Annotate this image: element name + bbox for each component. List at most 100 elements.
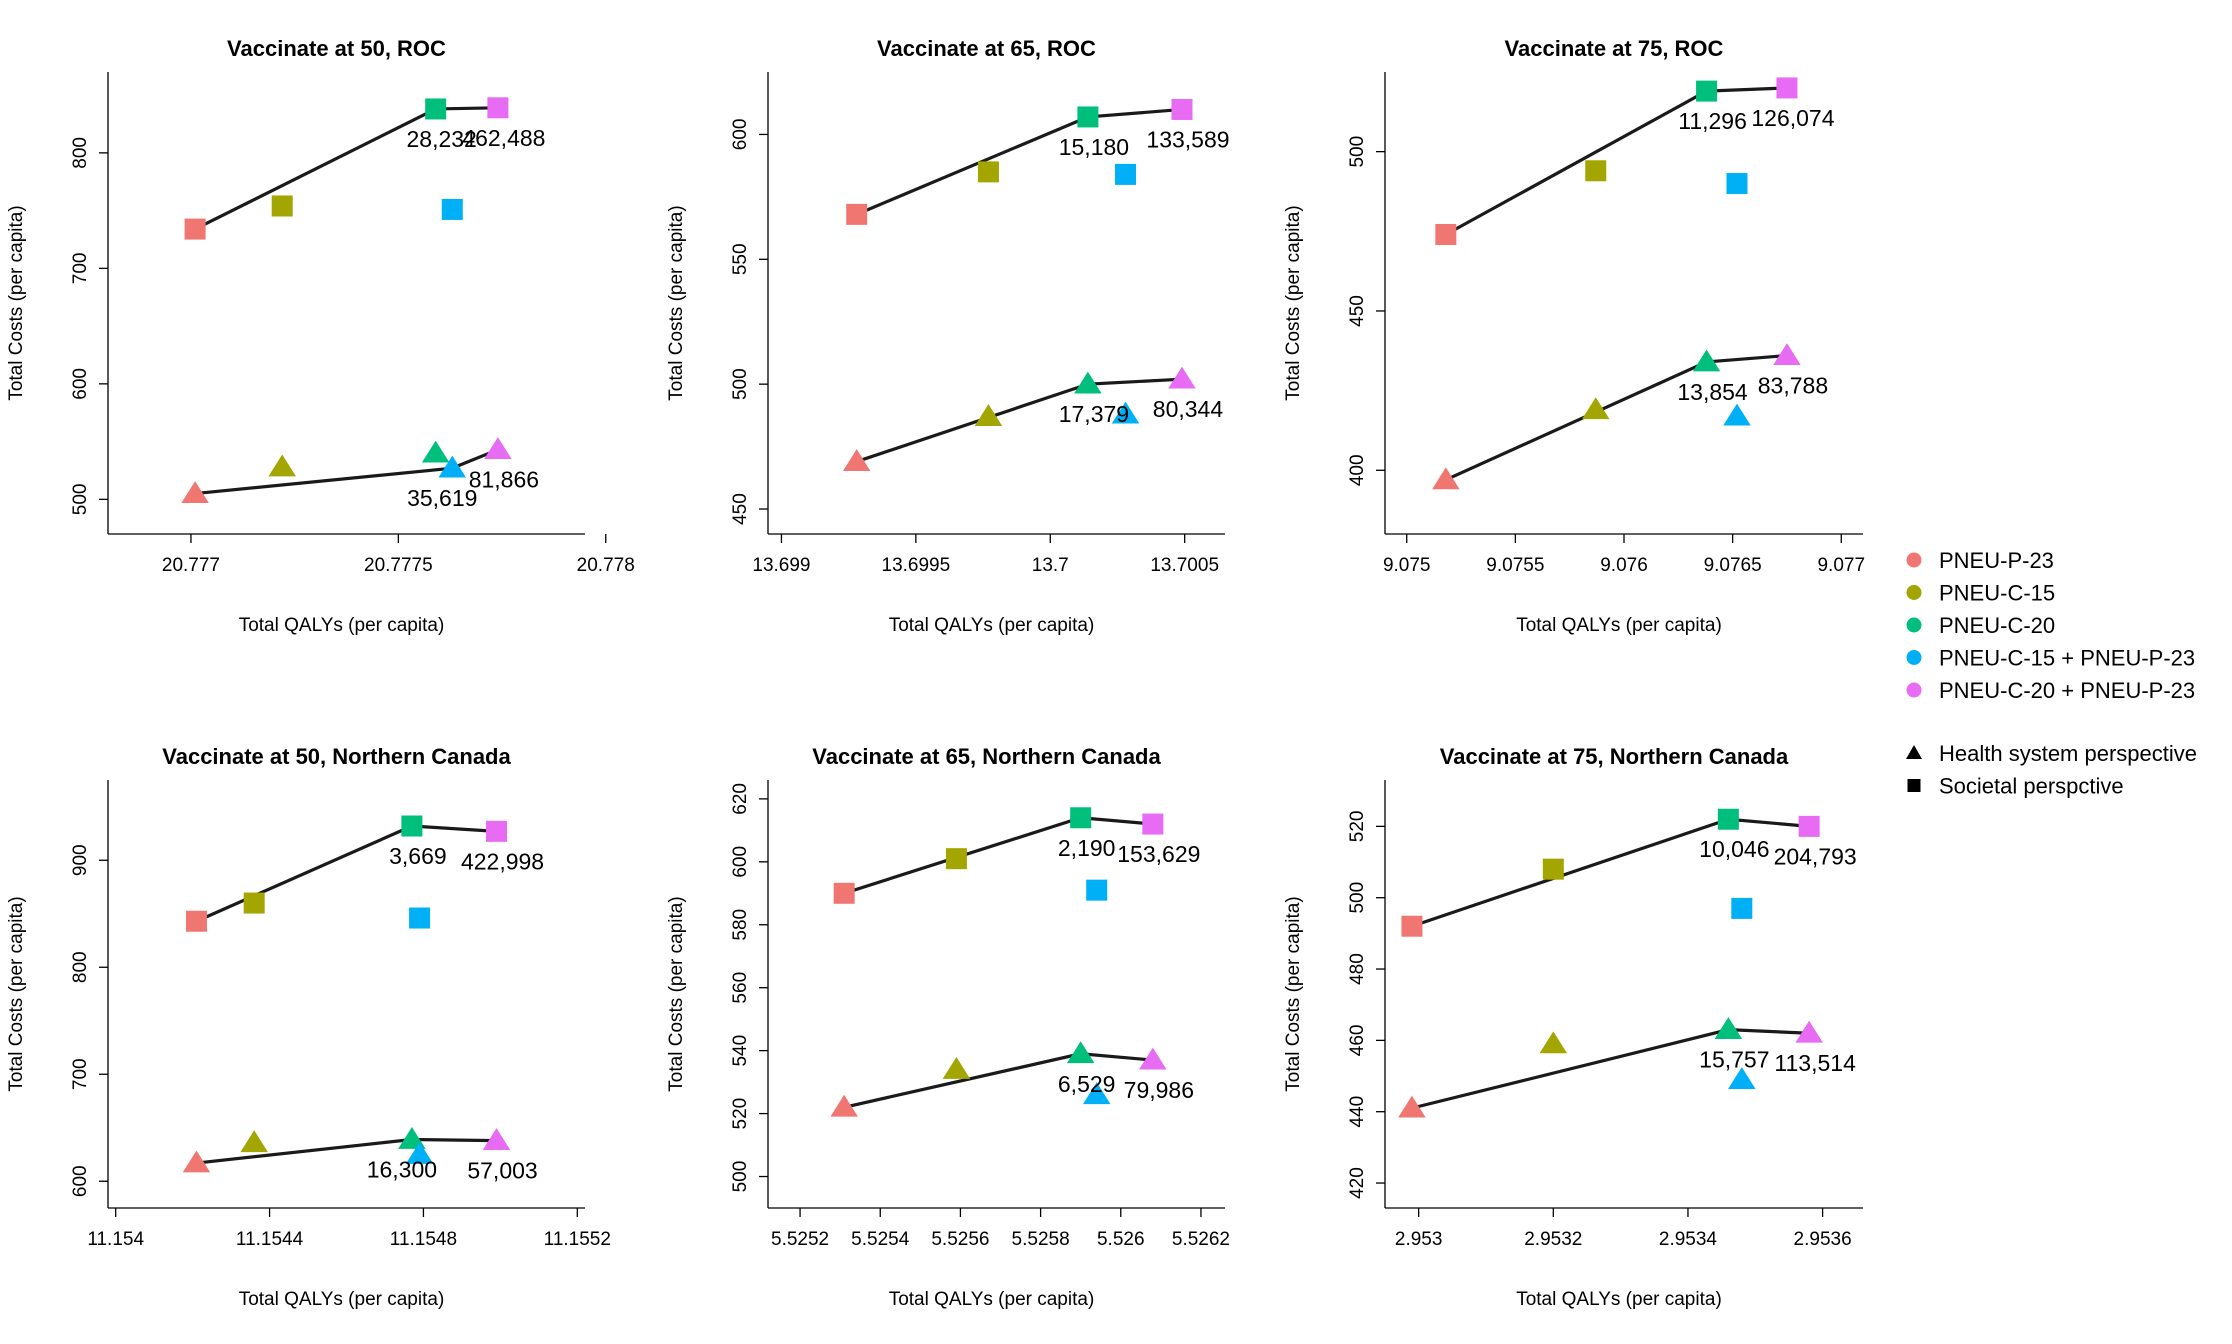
legend-strategy-label: PNEU-P-23 <box>1939 548 2054 573</box>
y-tick-label: 500 <box>1347 136 1368 168</box>
icer-label: 13,854 <box>1677 379 1748 405</box>
y-tick-label: 420 <box>1347 1167 1368 1199</box>
square-point <box>1142 813 1164 835</box>
y-axis-label: Total Costs (per capita) <box>666 205 687 400</box>
x-tick-label: 13.7005 <box>1150 555 1219 576</box>
x-tick-label: 20.777 <box>162 555 220 576</box>
square-point <box>833 882 855 904</box>
square-point <box>1776 77 1798 99</box>
square-point <box>1171 98 1193 120</box>
triangle-point <box>1398 1095 1426 1118</box>
square-point <box>1696 80 1718 102</box>
y-tick-label: 700 <box>70 1058 91 1090</box>
panel-3: Vaccinate at 75, ROC 9.075 9.0755 9.076 9.07… <box>1283 36 1865 636</box>
icer-label: 113,514 <box>1774 1050 1856 1076</box>
x-tick-label: 20.778 <box>577 555 635 576</box>
x-tick-label: 9.075 <box>1383 555 1431 576</box>
square-point <box>1077 106 1099 128</box>
legend-strategy-label: PNEU-C-20 <box>1939 613 2055 638</box>
panel-2: Vaccinate at 65, ROC 13.699 13.6995 13.7 13.… <box>666 36 1230 636</box>
series-health-system: 15,757 113,514 <box>1398 1017 1856 1118</box>
triangle-point <box>842 449 871 471</box>
panel-title: Vaccinate at 65, Northern Canada <box>812 744 1161 769</box>
panel-title: Vaccinate at 50, Northern Canada <box>162 744 511 769</box>
x-tick-label: 2.953 <box>1395 1229 1443 1250</box>
panel-5: Vaccinate at 65, Northern Canada 5.5252 5.… <box>666 744 1230 1310</box>
triangle-point <box>240 1130 268 1153</box>
y-tick-label: 540 <box>730 1035 751 1067</box>
x-tick-label: 13.7 <box>1032 555 1069 576</box>
triangle-point <box>1714 1017 1743 1040</box>
y-tick-label: 580 <box>730 909 751 941</box>
x-axis-label: Total QALYs (per capita) <box>239 1289 445 1310</box>
square-point <box>271 195 293 217</box>
square-point <box>945 848 967 870</box>
x-tick-label: 11.1544 <box>236 1229 304 1250</box>
x-tick-label: 5.5262 <box>1172 1229 1230 1250</box>
legend: PNEU-P-23 PNEU-C-15 PNEU-C-20 PNEU-C-15 + P… <box>1906 548 2197 799</box>
triangle-point <box>974 404 1003 427</box>
series-health-system: 13,854 83,788 <box>1432 343 1828 490</box>
triangle-point <box>1432 467 1460 490</box>
series-health-system: 6,529 79,986 <box>830 1041 1194 1117</box>
x-tick-label: 5.5252 <box>771 1229 829 1250</box>
x-tick-label: 13.6995 <box>882 555 951 576</box>
icer-label: 80,344 <box>1153 396 1224 422</box>
x-tick-label: 9.076 <box>1600 555 1648 576</box>
square-point <box>1115 163 1137 185</box>
triangle-point <box>1692 349 1721 372</box>
panel-4: Vaccinate at 50, Northern Canada 11.154 11… <box>6 744 611 1310</box>
legend-dot <box>1906 585 1922 600</box>
triangle-point <box>182 1150 211 1173</box>
triangle-point <box>1723 403 1751 426</box>
square-point <box>441 198 463 220</box>
x-tick-label: 2.9532 <box>1524 1229 1582 1250</box>
y-tick-label: 560 <box>730 972 751 1004</box>
x-tick-label: 11.1548 <box>390 1229 457 1250</box>
x-tick-label: 11.154 <box>87 1229 144 1250</box>
icer-label: 204,793 <box>1774 843 1857 869</box>
series-societal: 15,180 133,589 <box>846 98 1230 225</box>
triangle-point <box>484 437 512 460</box>
x-tick-label: 5.526 <box>1097 1229 1145 1250</box>
icer-label: 15,180 <box>1059 134 1129 160</box>
y-tick-label: 400 <box>1347 454 1368 486</box>
square-point <box>1585 160 1607 182</box>
square-point <box>409 907 431 929</box>
square-point <box>185 910 207 932</box>
icer-label: 16,300 <box>367 1157 437 1183</box>
y-tick-label: 450 <box>730 493 751 525</box>
y-tick-label: 600 <box>70 1165 91 1197</box>
legend-dot <box>1906 650 1922 665</box>
y-tick-label: 600 <box>730 846 751 878</box>
x-axis-label: Total QALYs (per capita) <box>889 1289 1095 1310</box>
y-tick-label: 550 <box>730 243 751 275</box>
y-tick-label: 600 <box>730 119 751 151</box>
y-tick-label: 520 <box>1347 811 1368 843</box>
legend-dot <box>1906 682 1922 698</box>
square-point <box>1070 807 1092 829</box>
x-tick-label: 5.5254 <box>851 1229 910 1250</box>
x-tick-label: 9.0755 <box>1486 555 1544 576</box>
square-point <box>977 161 999 183</box>
icer-label: 10,046 <box>1699 836 1769 862</box>
x-axis-label: Total QALYs (per capita) <box>239 615 445 636</box>
triangle-point <box>942 1057 971 1079</box>
square-point <box>1731 897 1753 919</box>
y-tick-label: 440 <box>1347 1096 1368 1128</box>
triangle-point <box>1539 1031 1568 1054</box>
icer-label: 81,866 <box>469 467 539 493</box>
y-axis-label: Total Costs (per capita) <box>1283 205 1304 400</box>
icer-label: 35,619 <box>407 485 477 511</box>
legend-square-icon <box>1907 779 1921 792</box>
triangle-point <box>1795 1020 1823 1043</box>
square-point <box>487 97 509 119</box>
panel-title: Vaccinate at 65, ROC <box>877 36 1096 61</box>
x-tick-label: 11.1552 <box>544 1229 611 1250</box>
x-axis-label: Total QALYs (per capita) <box>1516 1289 1722 1310</box>
y-tick-label: 460 <box>1347 1025 1368 1057</box>
legend-strategy-label: PNEU-C-15 <box>1939 581 2055 606</box>
legend-perspective-label: Health system perspective <box>1939 741 2197 766</box>
